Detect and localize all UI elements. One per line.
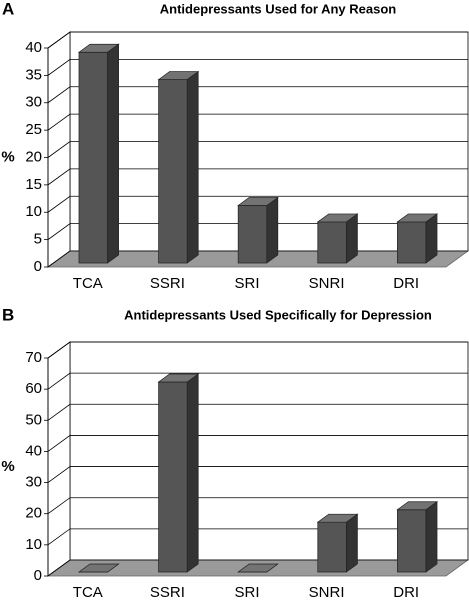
y-tick-label: 35 — [25, 66, 42, 83]
bar-side — [266, 196, 279, 264]
grid-line — [47, 113, 468, 131]
y-tick-label: 40 — [25, 39, 42, 56]
bar — [77, 43, 120, 264]
y-tick-label: 10 — [25, 203, 42, 220]
grid-line — [47, 141, 468, 158]
bar-top — [316, 213, 359, 223]
y-tick-label: 70 — [25, 349, 42, 366]
bar-side — [346, 213, 358, 264]
bar-front — [237, 205, 268, 264]
bar-front — [317, 221, 347, 264]
grid-line — [47, 168, 468, 186]
x-tick-label: TCA — [73, 584, 103, 600]
bar-top — [316, 513, 359, 523]
bar-front — [78, 51, 108, 264]
bar — [77, 563, 120, 573]
bar-top — [77, 563, 120, 573]
grid-line — [47, 403, 468, 421]
x-tick-label: SNRI — [309, 275, 345, 292]
y-tick-label: 25 — [25, 121, 42, 138]
grid-line — [47, 86, 468, 104]
grid-line — [47, 58, 468, 76]
bar-side — [107, 43, 119, 264]
chart-title: Antidepressants Used for Any Reason — [160, 1, 397, 16]
chart-title: Antidepressants Used Specifically for De… — [124, 307, 432, 322]
y-tick-label: 20 — [25, 148, 42, 165]
panel-label: B — [2, 305, 14, 324]
side-wall — [47, 341, 71, 577]
y-tick-label: 50 — [25, 411, 42, 428]
bar — [396, 501, 439, 573]
y-tick-label: 30 — [25, 474, 42, 491]
bar — [316, 513, 359, 573]
bar-top — [77, 43, 120, 53]
y-axis-label: % — [1, 458, 14, 475]
x-tick-label: SNRI — [309, 584, 345, 600]
x-tick-label: SRI — [234, 275, 259, 292]
bar-top — [237, 197, 279, 206]
x-tick-label: DRI — [393, 275, 419, 292]
y-tick-label: 30 — [25, 94, 42, 111]
bar-front — [158, 381, 188, 573]
grid-line — [47, 497, 468, 515]
grid-line — [47, 466, 468, 483]
y-tick-label: 0 — [34, 567, 42, 584]
x-tick-label: SSRI — [150, 275, 185, 292]
grid-line — [47, 31, 468, 49]
panel-label: A — [2, 0, 14, 18]
bar-side — [425, 213, 438, 264]
bar — [237, 563, 279, 573]
bar-side — [186, 373, 199, 573]
bar-front — [397, 509, 427, 573]
bar-side — [346, 513, 358, 573]
y-tick-label: 40 — [25, 442, 42, 459]
grid-line — [47, 435, 468, 452]
bar-side — [425, 501, 438, 573]
bar — [316, 213, 359, 264]
bar-top — [237, 563, 279, 573]
y-axis-label: % — [1, 148, 14, 165]
bar-top — [396, 501, 439, 511]
bar — [157, 70, 200, 264]
bar — [237, 196, 279, 264]
y-tick-label: 20 — [25, 505, 42, 522]
y-tick-label: 5 — [34, 231, 42, 248]
grid-line — [47, 341, 468, 359]
grid-line — [47, 195, 468, 213]
bar — [396, 213, 439, 264]
bar-front — [158, 79, 188, 264]
y-tick-label: 60 — [25, 380, 42, 397]
bar-top — [157, 71, 200, 80]
bar — [157, 373, 200, 573]
bar-top — [157, 373, 200, 383]
bar-front — [317, 521, 347, 573]
x-tick-label: TCA — [73, 275, 103, 292]
y-tick-label: 15 — [25, 176, 42, 193]
bar-top — [396, 213, 439, 223]
bar-front — [397, 221, 427, 264]
y-tick-label: 10 — [25, 536, 42, 553]
y-tick-label: 0 — [34, 258, 42, 275]
x-tick-label: DRI — [393, 584, 419, 600]
grid-line — [47, 372, 468, 390]
bar-side — [186, 70, 199, 264]
x-tick-label: SSRI — [150, 584, 185, 600]
x-tick-label: SRI — [234, 584, 259, 600]
